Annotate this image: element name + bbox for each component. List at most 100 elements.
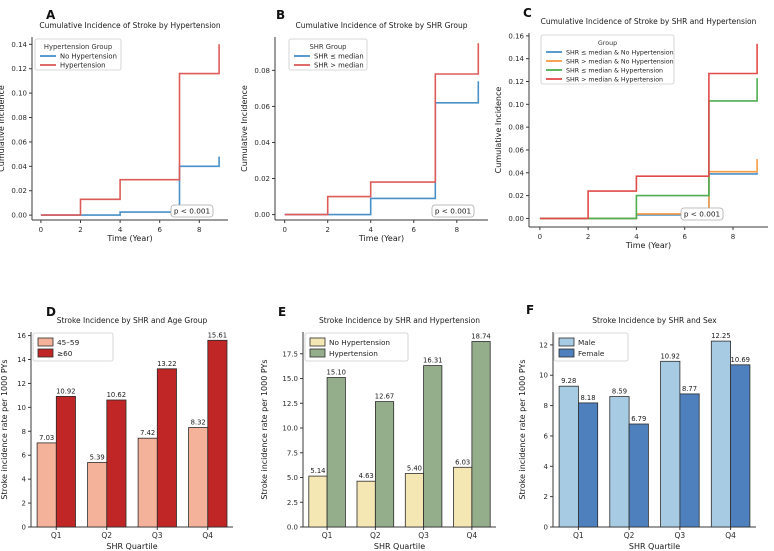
y-tick-label: 0.00 [254, 211, 270, 219]
y-tick-label: 0 [544, 524, 548, 532]
bar-value-label: 8.18 [580, 394, 595, 402]
y-axis-label: Stroke incidence rate per 1000 PYs [0, 359, 9, 499]
legend-label: Female [578, 349, 605, 358]
p-value-box [431, 204, 475, 218]
chart-title: Cumulative Incidence of Stroke by Hypert… [39, 21, 221, 30]
bar-value-label: 7.03 [39, 434, 54, 442]
x-tick-label: Q4 [725, 531, 736, 540]
p-value-box [170, 204, 214, 218]
legend-swatch-hypertension [309, 348, 326, 358]
p-value-text: p < 0.001 [174, 207, 210, 216]
panel-label-c: C [523, 6, 532, 20]
legend-label: SHR ≤ median & Hypertension [566, 67, 663, 74]
bar-female-q1 [578, 402, 599, 528]
bar-value-label: 8.77 [682, 385, 697, 393]
legend-title: SHR Group [309, 43, 346, 51]
y-tick-label: 12.5 [282, 400, 298, 408]
panel-d: D Stroke Incidence by SHR and Age Group S… [0, 275, 258, 551]
x-axis-label: SHR Quartile [106, 542, 157, 551]
series-line-shr-median [284, 81, 480, 216]
x-tick-label: 6 [412, 226, 417, 234]
legend-title: Hypertension Group [44, 43, 112, 51]
bar-value-label: 12.25 [711, 332, 730, 340]
y-tick-label: 0.10 [508, 101, 524, 109]
bar-45-59-q3 [137, 437, 158, 528]
legend-swatch-male [558, 337, 575, 347]
y-tick-label: 0.02 [11, 187, 27, 195]
legend-swatch-45-59 [37, 337, 54, 347]
y-tick-label: 0.10 [11, 90, 27, 98]
bar-60-q4 [207, 339, 228, 528]
legend-swatch-no-hypertension [309, 337, 326, 347]
legend-label: SHR > median & Hypertension [566, 76, 663, 83]
x-tick-label: 4 [369, 226, 374, 234]
y-tick-label: 0.02 [508, 192, 524, 200]
y-tick-label: 10 [17, 404, 26, 412]
bar-value-label: 18.74 [471, 333, 490, 341]
bar-value-label: 6.03 [455, 458, 470, 466]
chart-title: Cumulative Incidence of Stroke by SHR an… [541, 17, 757, 26]
bar-male-q3 [660, 360, 681, 528]
legend-swatch-60 [37, 348, 54, 358]
x-tick-label: 8 [731, 233, 735, 241]
y-tick-label: 0.08 [508, 124, 524, 132]
legend-label: Hypertension [60, 61, 105, 69]
series-line-hypertension [40, 44, 220, 216]
y-tick-label: 0.04 [11, 163, 27, 171]
series-line-shr-median-hypertension [539, 78, 758, 220]
y-tick-label: 0.16 [508, 32, 524, 40]
panel-a: A Cumulative Incidence of Stroke by Hype… [0, 0, 258, 275]
panel-label-f: F [526, 303, 535, 317]
x-tick-label: 0 [282, 226, 286, 234]
bar-no-hypertension-q3 [404, 473, 425, 528]
bar-value-label: 10.92 [56, 387, 75, 395]
bar-male-q1 [558, 385, 579, 528]
y-tick-label: 8 [22, 428, 26, 436]
y-tick-label: 4 [544, 463, 549, 471]
y-axis-label: Cumulative Incidence [240, 85, 249, 172]
x-tick-label: 4 [118, 226, 123, 234]
bar-female-q3 [679, 393, 700, 528]
y-tick-label: 0.12 [508, 78, 524, 86]
legend-title: Group [598, 40, 617, 47]
x-tick-label: 8 [455, 226, 459, 234]
bar-no-hypertension-q2 [356, 480, 376, 528]
bar-value-label: 8.59 [612, 388, 627, 396]
y-tick-label: 0.08 [11, 114, 27, 122]
y-tick-label: 4 [22, 476, 27, 484]
x-tick-label: 2 [325, 226, 329, 234]
bar-no-hypertension-q4 [453, 466, 473, 528]
x-tick-label: 4 [634, 233, 639, 241]
x-tick-label: Q3 [152, 531, 163, 540]
bar-value-label: 5.40 [407, 465, 422, 473]
legend-label: No Hypertension [329, 338, 390, 347]
y-tick-label: 0.04 [508, 169, 524, 177]
p-value-text: p < 0.001 [435, 207, 471, 216]
legend-label: Male [578, 338, 596, 347]
panel-b: B Cumulative Incidence of Stroke by SHR … [240, 0, 516, 275]
y-tick-label: 0.00 [508, 215, 524, 223]
y-axis-label: Cumulative Incidence [0, 85, 6, 172]
series-line-shr-median [284, 43, 480, 216]
bar-60-q2 [106, 399, 127, 528]
y-tick-label: 2.5 [287, 499, 298, 507]
legend-label: SHR > median [314, 61, 364, 69]
y-tick-label: 0.06 [254, 103, 270, 111]
bar-hypertension-q3 [423, 365, 443, 528]
y-tick-label: 0.00 [11, 212, 27, 220]
x-tick-label: Q4 [467, 531, 478, 540]
chart-title: Stroke Incidence by SHR and Sex [592, 316, 717, 325]
y-tick-label: 2 [22, 500, 26, 508]
p-value-text: p < 0.001 [684, 210, 720, 219]
x-axis-label: SHR Quartile [629, 542, 680, 551]
x-tick-label: 2 [586, 233, 590, 241]
legend-box [288, 38, 368, 71]
chart-a-cumulative-incidence-hypertension: Cumulative Incidence of Stroke by Hypert… [0, 21, 228, 243]
y-tick-label: 7.5 [287, 449, 298, 457]
series-line-shr-median-no-hypertension [539, 159, 758, 220]
y-tick-label: 16 [17, 332, 26, 340]
x-tick-label: Q3 [418, 531, 429, 540]
legend-label: SHR ≤ median & No Hypertension [566, 49, 674, 56]
bar-male-q4 [710, 340, 732, 528]
